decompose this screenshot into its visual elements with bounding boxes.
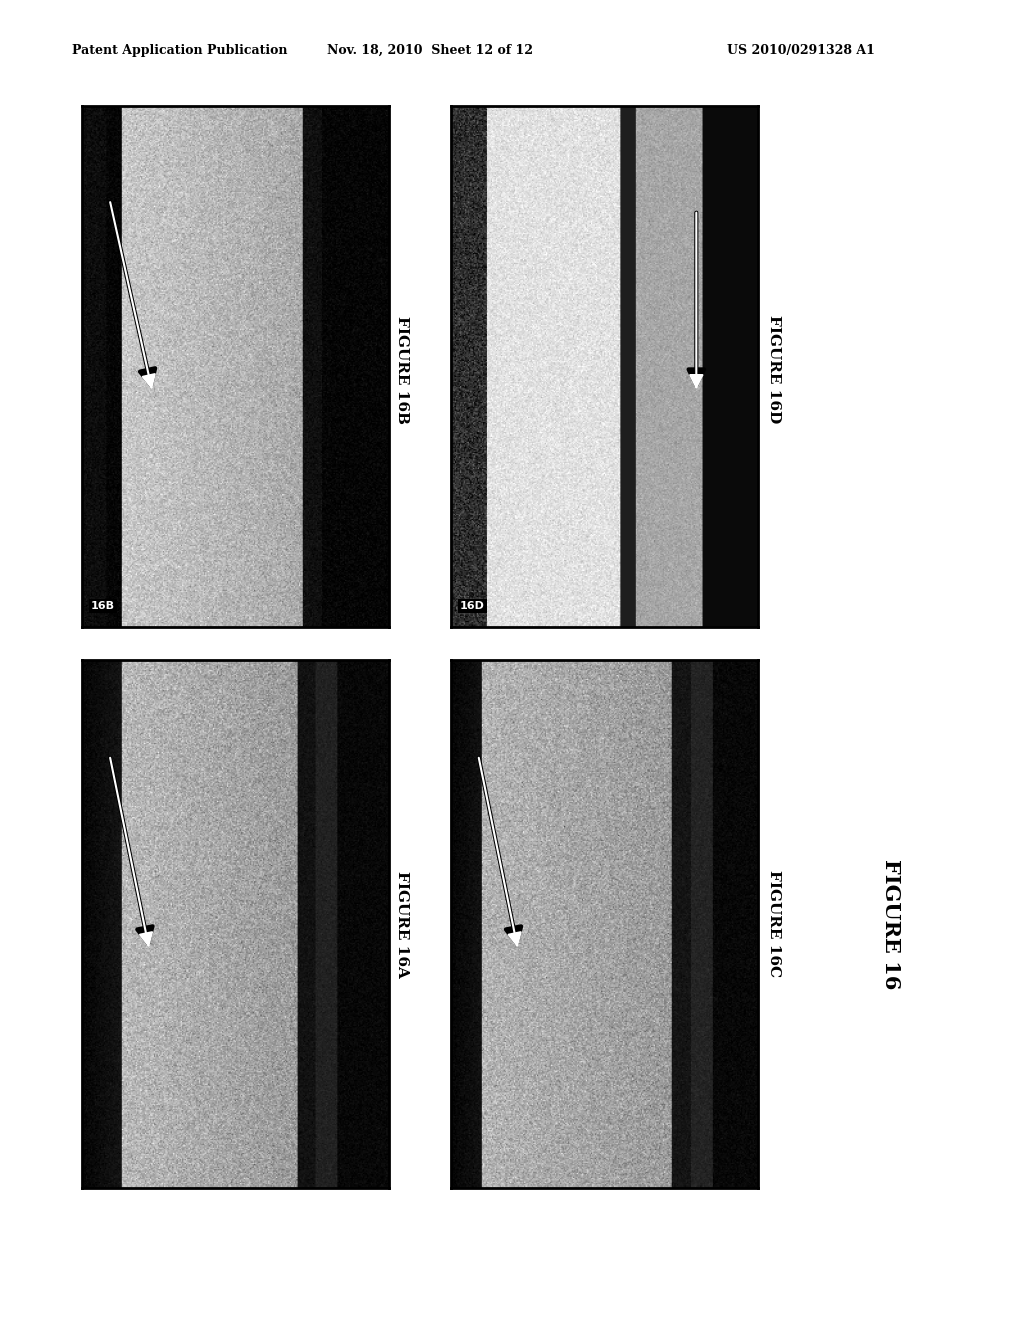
Text: FIGURE 16B: FIGURE 16B: [395, 315, 410, 424]
Text: FIGURE 16A: FIGURE 16A: [395, 871, 410, 977]
Text: 16B: 16B: [91, 602, 115, 611]
Text: FIGURE 16C: FIGURE 16C: [767, 870, 781, 978]
Text: FIGURE 16: FIGURE 16: [881, 859, 901, 989]
Text: FIGURE 16D: FIGURE 16D: [767, 315, 781, 424]
Text: 16D: 16D: [460, 602, 484, 611]
Text: US 2010/0291328 A1: US 2010/0291328 A1: [727, 44, 874, 57]
Text: Nov. 18, 2010  Sheet 12 of 12: Nov. 18, 2010 Sheet 12 of 12: [327, 44, 534, 57]
Text: Patent Application Publication: Patent Application Publication: [72, 44, 287, 57]
